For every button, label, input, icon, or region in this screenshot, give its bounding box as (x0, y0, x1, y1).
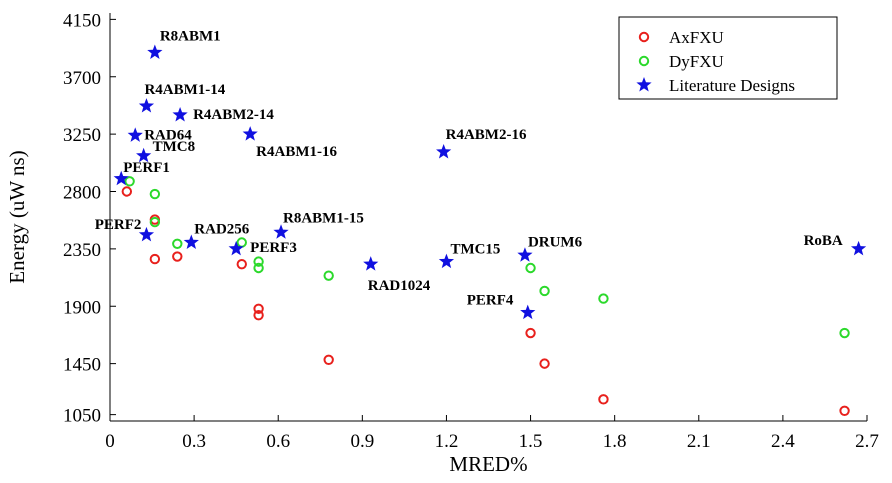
x-tick-label: 1.2 (435, 431, 459, 452)
axfxu-point (839, 405, 850, 416)
point-label: PERF2 (95, 217, 142, 233)
x-tick-label: 0.3 (182, 431, 206, 452)
point-label: RAD256 (194, 222, 249, 238)
literature-designs-point (138, 226, 155, 242)
axfxu-point (236, 258, 247, 270)
x-tick-label: 2.4 (771, 431, 795, 452)
dyfxu-point (149, 188, 161, 200)
literature-designs-point (127, 127, 143, 142)
x-tick-label: 0.6 (266, 431, 290, 452)
literature-designs-point (242, 126, 258, 141)
axfxu-point (121, 186, 133, 197)
x-tick-label: 0 (105, 431, 115, 452)
dyfxu-point (124, 176, 135, 187)
point-label: R8ABM1 (160, 29, 221, 45)
literature-designs-point (183, 234, 199, 249)
axfxu-point (539, 358, 550, 369)
literature-designs-point (363, 256, 379, 271)
dyfxu-point (253, 256, 264, 267)
literature-designs-point (113, 170, 129, 186)
point-label: R4ABM2-16 (446, 127, 527, 143)
x-tick-label: 2.1 (687, 431, 711, 452)
y-tick-label: 2350 (63, 240, 101, 261)
dyfxu-point (525, 262, 536, 274)
literature-designs-point (850, 240, 867, 256)
y-tick-label: 1450 (63, 355, 101, 376)
point-label: TMC15 (450, 242, 500, 258)
series-points (113, 44, 867, 416)
dyfxu-point (598, 293, 609, 304)
axfxu-point (253, 309, 264, 321)
axfxu-point (525, 327, 536, 339)
point-label: R4ABM1-16 (256, 144, 337, 160)
dyfxu-point (149, 216, 161, 228)
point-label: RAD1024 (368, 278, 431, 294)
axfxu-point (323, 354, 334, 365)
point-label: R8ABM1-15 (283, 210, 364, 226)
x-axis: 0 0.3 0.6 0.9 1.2 1.5 1.8 2.1 2.4 2.7 (105, 415, 879, 452)
point-label: DRUM6 (528, 234, 583, 250)
point-label: R4ABM2-14 (193, 107, 274, 123)
point-label: PERF4 (467, 293, 514, 309)
axfxu-point (598, 394, 609, 405)
dyfxu-point (839, 327, 850, 339)
x-tick-label: 1.5 (519, 431, 543, 452)
y-tick-label: 3250 (63, 125, 101, 146)
legend-marker (638, 55, 650, 67)
literature-designs-point (436, 143, 452, 159)
y-tick-label: 1050 (63, 406, 101, 427)
point-label: RoBA (804, 233, 843, 249)
y-tick-label: 1900 (63, 297, 101, 318)
legend-label: AxFXU (669, 28, 724, 47)
y-axis-title: Energy (uW ns) (5, 150, 29, 283)
legend-label: DyFXU (669, 52, 724, 71)
literature-designs-point (517, 247, 533, 262)
point-label: RAD64 (144, 127, 192, 143)
dyfxu-point (236, 237, 247, 248)
x-tick-label: 1.8 (603, 431, 627, 452)
y-tick-label: 3700 (63, 68, 101, 89)
dyfxu-point (253, 262, 264, 274)
x-axis-title: MRED% (449, 452, 527, 476)
literature-designs-point (138, 98, 155, 113)
literature-designs-point (228, 240, 244, 256)
legend-marker (636, 77, 652, 92)
dyfxu-point (172, 238, 183, 249)
literature-designs-point (520, 304, 536, 320)
literature-designs-point (273, 224, 289, 239)
literature-designs-point (438, 253, 455, 269)
x-tick-label: 0.9 (350, 431, 374, 452)
legend-marker (638, 31, 650, 43)
y-tick-label: 2800 (63, 183, 101, 204)
legend-label: Literature Designs (669, 76, 795, 95)
axfxu-point (172, 251, 183, 262)
x-tick-label: 2.7 (855, 431, 879, 452)
legend-box (618, 16, 838, 100)
literature-designs-point (147, 44, 163, 59)
y-tick-label: 4150 (63, 10, 101, 31)
y-axis: 1050 1450 1900 2350 2800 3250 3700 4150 (63, 10, 116, 427)
point-label: TMC8 (153, 139, 196, 155)
axfxu-point (149, 253, 161, 265)
literature-designs-point (136, 147, 152, 163)
point-label: R4ABM1-14 (144, 82, 225, 98)
literature-designs-point (172, 107, 188, 122)
dyfxu-point (539, 285, 550, 297)
plot-frame (109, 13, 867, 422)
axfxu-point (253, 303, 264, 314)
point-label: PERF1 (123, 160, 170, 176)
point-label: PERF3 (250, 240, 297, 256)
legend: AxFXU DyFXU Literature Designs (618, 16, 838, 100)
dyfxu-point (323, 270, 334, 281)
